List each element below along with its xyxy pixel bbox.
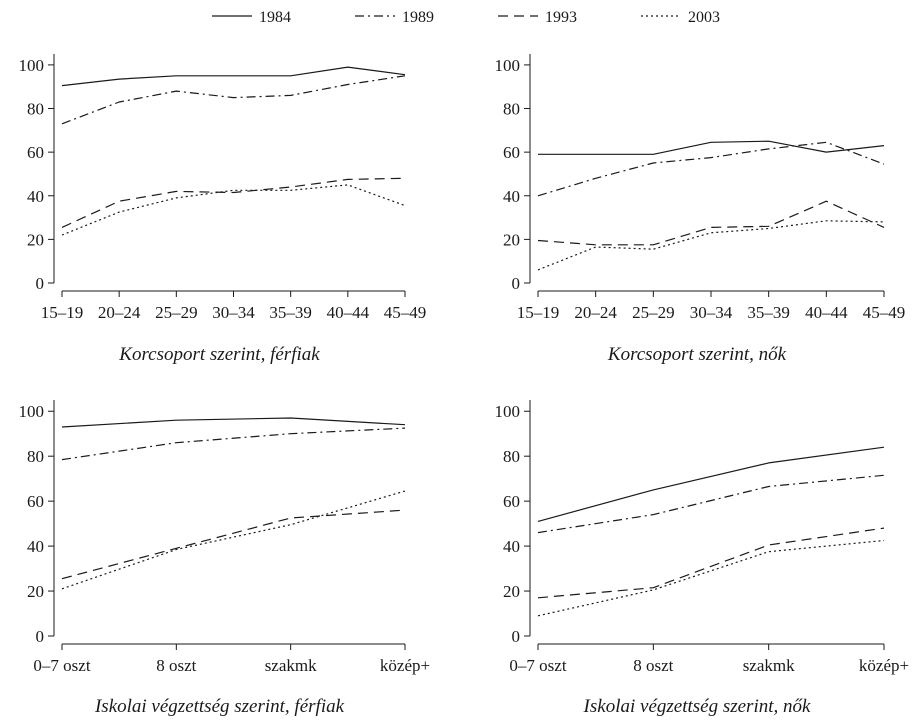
x-tick-label: 8 oszt: [633, 656, 673, 675]
chart-panel-2: 0 20 40 60 80 100 15–19 20–24 25–29 30–34 35–39 40–…: [495, 54, 906, 365]
x-tick-label: 15–19: [41, 303, 84, 322]
x-tick-label: 0–7 oszt: [509, 656, 566, 675]
series-line-2003: [61, 184, 406, 236]
y-tick-label: 0: [512, 627, 521, 646]
x-tick-label: 15–19: [517, 303, 560, 322]
x-tick-label: 45–49: [863, 303, 906, 322]
legend-item-1993: 1993: [498, 9, 577, 26]
y-tick-label: 20: [503, 582, 520, 601]
y-tick-label: 100: [19, 402, 45, 421]
series-line-1993: [61, 509, 406, 580]
series-line-1984: [61, 417, 406, 428]
panel-title: Iskolai végzettség szerint, férfiak: [94, 696, 345, 717]
x-tick-label: 8 oszt: [156, 656, 196, 675]
legend-label: 1993: [545, 9, 577, 26]
x-tick-label: 40–44: [805, 303, 848, 322]
x-tick-label: 20–24: [98, 303, 141, 322]
y-tick-label: 20: [27, 230, 44, 249]
chart-panel-3: 0 20 40 60 80 100 0–7 oszt 8 oszt szakmk közép+ Is…: [19, 400, 430, 717]
y-tick-label: 100: [19, 56, 45, 75]
legend: 1984 1989 1993 2003: [212, 9, 720, 26]
x-tick-label: 40–44: [327, 303, 370, 322]
y-tick-label: 60: [503, 143, 520, 162]
y-tick-label: 20: [27, 582, 44, 601]
x-tick-label: 35–39: [747, 303, 790, 322]
x-tick-label: 20–24: [574, 303, 617, 322]
x-tick-label: szakmk: [743, 656, 795, 675]
x-tick-label: 35–39: [269, 303, 312, 322]
series-line-1993: [61, 177, 406, 228]
series-line-2003: [537, 220, 885, 271]
x-tick-label: 25–29: [632, 303, 675, 322]
legend-label: 1984: [259, 9, 291, 26]
legend-label: 2003: [688, 9, 720, 26]
panel-title: Korcsoport szerint, nők: [607, 344, 787, 365]
series-line-2003: [61, 490, 406, 590]
y-tick-label: 80: [503, 100, 520, 119]
series-line-1993: [537, 200, 885, 246]
x-tick-label: 30–34: [212, 303, 255, 322]
y-tick-label: 0: [36, 627, 45, 646]
series-line-1993: [537, 527, 885, 599]
panel-title: Iskolai végzettség szerint, nők: [583, 696, 811, 717]
y-tick-label: 20: [503, 230, 520, 249]
y-tick-label: 0: [512, 274, 521, 293]
x-tick-label: szakmk: [265, 656, 317, 675]
series-line-1984: [537, 446, 885, 522]
y-tick-label: 60: [27, 492, 44, 511]
series-line-2003: [537, 539, 885, 617]
series-line-1984: [61, 66, 406, 87]
y-tick-label: 40: [27, 187, 44, 206]
legend-item-2003: 2003: [641, 9, 720, 26]
y-tick-label: 80: [27, 447, 44, 466]
y-tick-label: 80: [503, 447, 520, 466]
y-tick-label: 40: [27, 537, 44, 556]
chart-panel-1: 0 20 40 60 80 100 15–19 20–24 25–29 30–34 35–39 40–…: [19, 54, 427, 365]
y-tick-label: 80: [27, 100, 44, 119]
legend-item-1984: 1984: [212, 9, 291, 26]
series-line-1989: [61, 75, 406, 125]
y-tick-label: 60: [27, 143, 44, 162]
y-tick-label: 60: [503, 492, 520, 511]
y-tick-label: 40: [503, 537, 520, 556]
x-tick-label: 30–34: [690, 303, 733, 322]
legend-item-1989: 1989: [355, 9, 434, 26]
x-tick-label: 0–7 oszt: [33, 656, 90, 675]
legend-label: 1989: [402, 9, 434, 26]
y-tick-label: 100: [495, 56, 521, 75]
x-tick-label: 45–49: [384, 303, 427, 322]
panel-title: Korcsoport szerint, férfiak: [118, 344, 320, 365]
series-line-1984: [538, 140, 885, 155]
chart-panel-4: 0 20 40 60 80 100 0–7 oszt 8 oszt szakmk közép+ Is…: [495, 400, 909, 717]
x-tick-label: 25–29: [155, 303, 198, 322]
x-tick-label: közép+: [380, 656, 430, 675]
y-tick-label: 40: [503, 187, 520, 206]
series-line-1989: [537, 474, 885, 534]
y-tick-label: 100: [495, 402, 521, 421]
series-line-1989: [61, 427, 406, 461]
x-tick-label: közép+: [859, 656, 909, 675]
y-tick-label: 0: [36, 274, 45, 293]
series-line-1989: [537, 141, 885, 197]
